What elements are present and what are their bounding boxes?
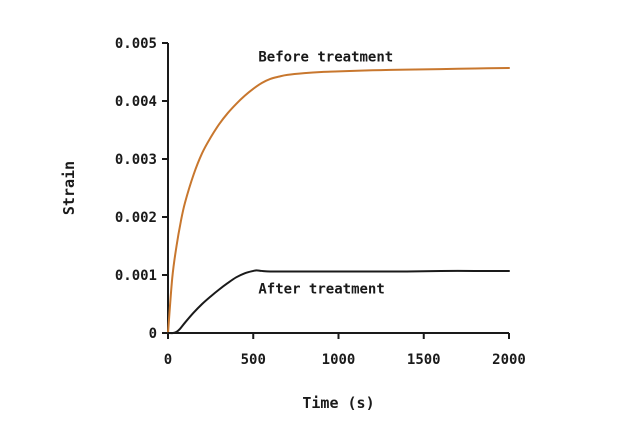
y-ticks: 0 0.001 0.002 0.003 0.004 0.005 <box>115 36 168 342</box>
x-tick-label: 1500 <box>407 352 441 368</box>
series-layer <box>167 66 510 335</box>
y-axis-title: Strain <box>60 161 78 215</box>
series-line-after-treatment <box>167 269 510 335</box>
x-ticks: 0 500 1000 1500 2000 <box>164 333 526 368</box>
y-tick-label: 0.004 <box>115 94 157 110</box>
x-tick-label: 0 <box>164 352 172 368</box>
series-line-before-treatment <box>167 66 510 334</box>
annotation-layer: Before treatment After treatment <box>258 49 393 297</box>
x-tick-label: 500 <box>241 352 266 368</box>
y-tick-label: 0.002 <box>115 210 157 226</box>
x-axis-title: Time (s) <box>302 394 374 412</box>
x-tick-label: 1000 <box>322 352 356 368</box>
series-annotation: After treatment <box>258 281 384 297</box>
series-annotation: Before treatment <box>258 49 393 65</box>
x-tick-label: 2000 <box>492 352 526 368</box>
y-tick-label: 0.001 <box>115 268 157 284</box>
y-tick-label: 0 <box>149 326 157 342</box>
y-tick-label: 0.005 <box>115 36 157 52</box>
y-tick-label: 0.003 <box>115 152 157 168</box>
